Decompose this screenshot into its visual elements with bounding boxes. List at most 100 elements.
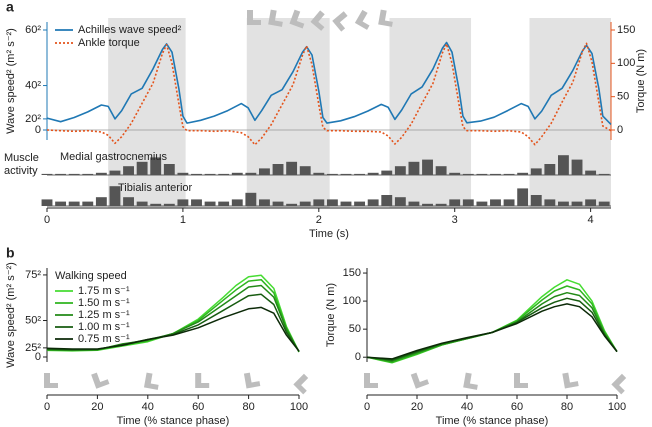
foot-icon [44,373,58,388]
emg-bar [95,197,107,206]
x-axis-label: Time (s) [309,228,349,240]
emg-bar [204,173,216,175]
emg-bar [191,173,202,175]
emg-bar [109,186,121,206]
y2-tick-label: 100 [617,57,635,69]
legend-label: 1.25 m s⁻¹ [78,309,130,321]
y-tick-label: 20² [25,113,41,125]
emg-bar [530,195,542,206]
emg-bar [422,203,433,206]
y-tick-label: 75² [25,269,41,281]
legend-label: 1.75 m s⁻¹ [78,285,130,297]
emg-bar [435,203,447,206]
x-tick-label: 100 [290,401,308,413]
emg-bar [286,203,298,206]
emg-bar [177,172,189,175]
stance-shade [389,18,472,208]
emg-bar [326,199,338,206]
x-tick-label: 0 [44,401,50,413]
emg-bar [598,201,610,206]
x-tick-label: 1 [180,214,186,226]
emg-bar [313,172,325,175]
emg-bar [354,173,366,175]
legend-label: 1.00 m s⁻¹ [78,321,130,333]
emg-bar [598,173,610,175]
emg-bar [218,173,230,175]
y2-tick-label: 0 [617,124,623,136]
emg-bar [571,201,583,206]
x-axis-label: Time (% stance phase) [117,415,230,427]
emg-bar [55,173,67,175]
emg-bar [123,166,134,175]
y-tick-label: 60² [25,24,41,36]
emg-bar [259,168,270,175]
legend-label: Ankle torque [78,37,140,49]
emg-bar [449,199,461,206]
emg-bar [462,199,474,206]
emg-bar [286,161,298,175]
emg-bar [191,199,202,206]
x-tick-label: 2 [316,214,322,226]
series-line [46,42,612,146]
x-tick-label: 20 [91,401,103,413]
stance-shade [108,18,186,208]
emg-bar [367,199,379,206]
emg-bar [313,199,325,206]
panel-label: a [6,0,14,15]
emg-bar [408,161,420,175]
emg-bar [41,173,53,175]
y-tick-label: 25² [25,342,41,354]
x-tick-label: 80 [561,401,573,413]
y-tick-label: 0 [35,351,41,363]
emg-bar [517,172,529,175]
emg-bar [530,168,542,175]
x-tick-label: 3 [452,214,458,226]
emg-bar [394,166,406,175]
emg-bar [571,159,583,175]
y2-tick-label: 50 [617,91,629,103]
y-tick-label: 40² [25,79,41,91]
foot-icon [268,9,283,27]
foot-icon [354,9,370,30]
emg-bar [150,203,162,206]
emg-bar [218,201,230,206]
legend-title: Walking speed [55,270,127,282]
emg-bar [272,201,284,206]
foot-icon [195,373,210,388]
emg-bar [150,157,162,175]
foot-icon [378,9,393,27]
emg-bar [136,201,148,206]
emg-bar [490,199,501,206]
x-tick-label: 0 [44,214,50,226]
foot-icon [143,372,159,390]
emg-bar [476,173,488,175]
foot-icon [310,10,325,31]
foot-icon [514,373,528,388]
emg-bar [544,164,556,175]
emg-bar [585,170,597,175]
emg-bar [123,197,134,206]
y-tick-label: 0 [355,351,361,363]
y2-tick-label: 150 [617,24,635,36]
emg-bar [55,201,67,206]
emg-bar [585,199,597,206]
emg-bar [503,173,515,175]
emg-bar [557,201,569,206]
x-tick-label: 40 [461,401,473,413]
emg-bar [354,201,366,206]
emg-bar [557,155,569,175]
emg-bar [326,173,338,175]
x-tick-label: 100 [608,401,626,413]
emg-bar [231,199,243,206]
emg-bar [177,199,189,206]
y-axis-label: Wave speed² (m² s⁻²) [5,262,17,368]
stance-shade [529,18,611,208]
y-tick-label: 100 [343,295,361,307]
x-tick-label: 80 [242,401,254,413]
emg-bar [272,164,284,175]
y-tick-label: 150 [343,267,361,279]
emg-bar [340,173,352,175]
emg-bar [435,166,447,175]
